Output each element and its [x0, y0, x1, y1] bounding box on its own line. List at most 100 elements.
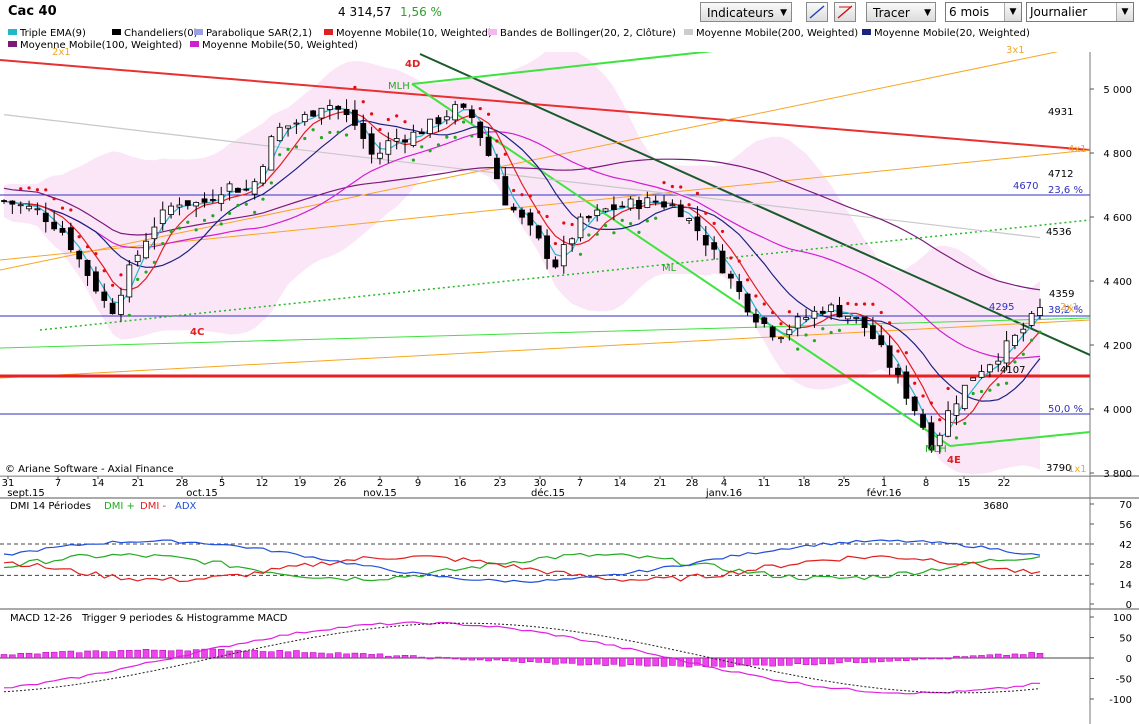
- sar-dot: [445, 135, 449, 139]
- date-tick-label: 1: [881, 478, 887, 489]
- price-level-label: 4536: [1046, 227, 1071, 238]
- sar-dot: [194, 228, 198, 232]
- sar-dot: [787, 310, 791, 314]
- macd-histogram-bar: [518, 657, 526, 663]
- macd-histogram-bar: [309, 652, 317, 659]
- sar-dot: [996, 383, 1000, 387]
- candle: [636, 200, 642, 210]
- candle: [126, 264, 133, 298]
- candle: [285, 125, 291, 129]
- candle: [1, 200, 7, 202]
- candle: [577, 216, 584, 239]
- price-level-label: 4295: [989, 302, 1014, 313]
- legend-item: Bandes de Bollinger(20, 2, Clôture): [488, 28, 676, 39]
- macd-histogram-bar: [585, 657, 593, 666]
- sar-dot: [946, 386, 950, 391]
- price-level-label: 4931: [1048, 107, 1073, 118]
- price-tick-label: 4 800: [1103, 149, 1132, 160]
- legend-item: Chandeliers(0): [112, 28, 197, 39]
- candle: [93, 271, 99, 292]
- candle: [502, 176, 509, 206]
- sar-dot: [453, 135, 457, 139]
- candle: [585, 215, 592, 219]
- date-tick-label: 11: [758, 478, 771, 489]
- sar-dot: [353, 85, 357, 90]
- indicators-button[interactable]: Indicateurs ▼: [700, 2, 792, 22]
- sar-dot: [687, 203, 691, 207]
- price-level-label: 3680: [983, 501, 1008, 512]
- candle: [978, 371, 985, 378]
- candle: [970, 377, 977, 381]
- candle: [519, 209, 525, 218]
- macd-histogram-bar: [25, 652, 33, 659]
- candle: [644, 197, 651, 208]
- macd-histogram-bar: [368, 654, 375, 659]
- draw-button[interactable]: Tracer ▼: [866, 2, 936, 22]
- sar-dot: [587, 233, 591, 237]
- sar-dot: [712, 221, 716, 226]
- sar-dot: [796, 347, 800, 351]
- candle: [109, 302, 116, 315]
- macd-title: MACD 12-26: [10, 613, 72, 624]
- draw-line-icon[interactable]: [806, 2, 828, 22]
- sar-dot: [570, 222, 574, 227]
- macd-histogram-bar: [627, 657, 634, 665]
- candle: [961, 384, 968, 409]
- macd-histogram-bar: [652, 657, 659, 667]
- date-tick-label: 7: [55, 478, 61, 489]
- price-level-label: 38,2 %: [1048, 305, 1083, 316]
- candle: [143, 240, 149, 259]
- candle: [753, 313, 759, 323]
- legend-label: Moyenne Mobile(10, Weighted): [336, 28, 492, 39]
- legend-swatch: [862, 29, 871, 35]
- wave-label: 4C: [190, 327, 204, 338]
- legend-item: Moyenne Mobile(10, Weighted): [324, 28, 492, 39]
- sar-dot: [336, 130, 340, 134]
- macd-histogram-bar: [777, 657, 785, 666]
- period-select[interactable]: 6 mois ▼: [945, 2, 1022, 22]
- macd-histogram-bar: [360, 653, 367, 659]
- candle: [828, 304, 835, 312]
- macd-tick-label: 50: [1119, 634, 1132, 645]
- date-tick-label: 15: [958, 478, 971, 489]
- fan-line-3x1: [0, 52, 1059, 271]
- sar-dot: [211, 214, 215, 218]
- candle: [836, 304, 843, 318]
- candle: [26, 205, 32, 210]
- candle: [769, 326, 776, 338]
- sar-dot: [303, 136, 307, 141]
- candle: [761, 317, 768, 324]
- sar-dot: [846, 301, 850, 306]
- sar-dot: [35, 188, 40, 192]
- macd-histogram-bar: [978, 655, 985, 659]
- sar-dot: [253, 210, 257, 214]
- erase-line-icon[interactable]: [834, 2, 856, 22]
- green-thin-line: [0, 317, 1090, 349]
- sar-dot: [94, 252, 98, 256]
- dmi-tick-label: 28: [1119, 560, 1132, 571]
- date-tick-label: 30: [534, 478, 547, 489]
- sar-dot: [244, 202, 248, 206]
- macd-histogram-bar: [852, 657, 860, 663]
- sar-dot: [520, 193, 524, 197]
- candle: [343, 108, 350, 116]
- fan-line-label: 3x1: [1006, 45, 1025, 56]
- sar-dot: [562, 221, 566, 225]
- candle: [393, 138, 400, 142]
- candle: [527, 212, 534, 226]
- sar-dot: [612, 231, 616, 235]
- sar-dot: [311, 128, 315, 132]
- macd-histogram-bar: [243, 650, 250, 659]
- macd-histogram-bar: [752, 657, 760, 666]
- median-line-label: MLH: [388, 81, 410, 92]
- frequency-select[interactable]: Journalier ▼: [1026, 2, 1134, 22]
- macd-histogram-bar: [919, 657, 927, 660]
- price-tick-label: 4 000: [1103, 405, 1132, 416]
- candle: [51, 221, 58, 230]
- macd-histogram-bar: [75, 652, 83, 659]
- macd-histogram-bar: [660, 657, 668, 667]
- date-tick-label: 12: [256, 478, 269, 489]
- macd-histogram-bar: [318, 652, 325, 659]
- sar-dot: [202, 218, 207, 222]
